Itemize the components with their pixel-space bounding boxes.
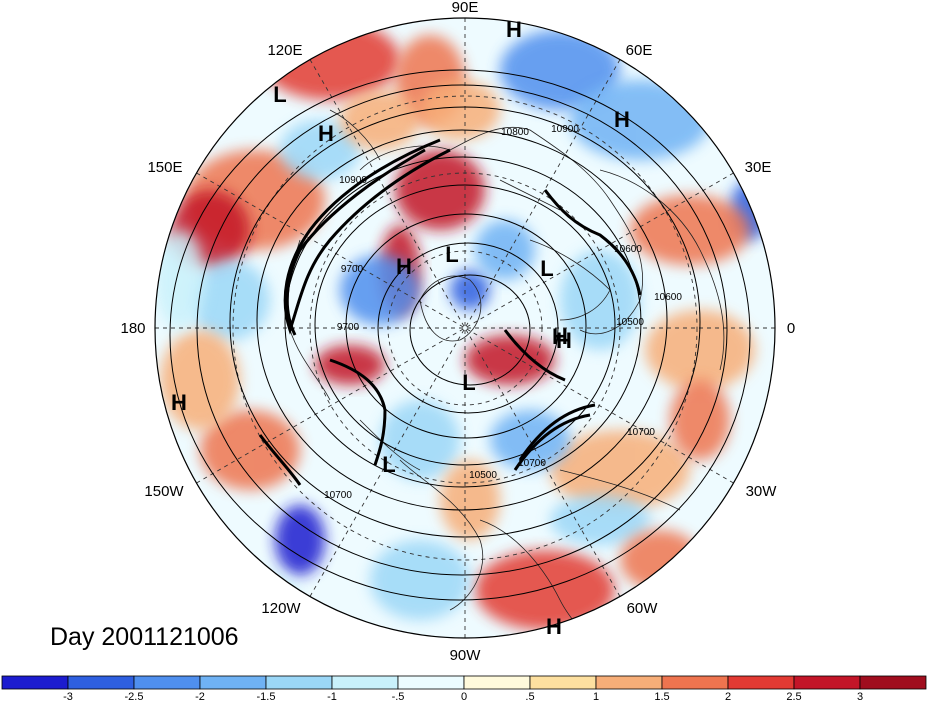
colorbar-tick-label: 2.5 [786, 691, 801, 702]
colorbar-swatch [265, 675, 333, 690]
map-title: Day 2001121006 [50, 623, 239, 651]
low-center: L [462, 370, 475, 395]
colorbar-swatch [859, 675, 927, 690]
anomaly-blob [275, 505, 325, 575]
colorbar-tick-label: 1 [593, 691, 599, 702]
high-center: H [556, 328, 572, 353]
pressure-centers: H L H H H L H L H L L H H [171, 17, 630, 639]
anomaly-blob [475, 550, 615, 630]
anomaly-blob [670, 380, 730, 460]
contour-label: 10700 [627, 427, 655, 438]
colorbar-tick-label: 1.5 [654, 691, 669, 702]
colorbar-tick-label: -.5 [392, 691, 405, 702]
colorbar-swatch [661, 675, 729, 690]
contour-label: 10900 [551, 124, 579, 135]
colorbar-swatch [727, 675, 795, 690]
anomaly-blob [440, 460, 500, 540]
colorbar-tick-label: -3 [63, 691, 73, 702]
colorbar: -3 -2.5 -2 -1.5 -1 -.5 0 .5 1 1.5 2 2.5 3 [1, 675, 927, 702]
longitude-labels: 90E 120E 60E 150E 30E 180 0 150W 30W 120… [120, 0, 795, 664]
height-contours [169, 69, 751, 601]
lon-label-120w: 120W [261, 600, 301, 617]
colorbar-swatch [331, 675, 399, 690]
contour-label: 10600 [614, 244, 642, 255]
high-center: H [552, 324, 568, 349]
lon-label-150e: 150E [147, 159, 182, 176]
colorbar-tick-label: -1.5 [257, 691, 276, 702]
contour-label: 10600 [654, 292, 682, 303]
colorbar-swatch [595, 675, 663, 690]
lon-label-30w: 30W [746, 483, 778, 500]
colorbar-tick-label: 2 [725, 691, 731, 702]
contour-label: 10700 [324, 490, 352, 501]
lon-label-60e: 60E [626, 42, 653, 59]
high-center: H [318, 121, 334, 146]
colorbar-swatch [67, 675, 135, 690]
colorbar-swatch [463, 675, 531, 690]
colorbar-swatch [1, 675, 69, 690]
low-center: L [540, 256, 553, 281]
high-center: H [546, 614, 562, 639]
anomaly-blob [465, 335, 555, 385]
jet-contours [258, 138, 642, 486]
anomaly-blob [620, 530, 700, 590]
lon-label-120e: 120E [267, 42, 302, 59]
anomaly-blob [280, 120, 360, 180]
contour-label: 10700 [518, 458, 546, 469]
low-center: L [273, 82, 286, 107]
anomaly-blob [340, 90, 420, 150]
anomaly-blob [155, 230, 205, 330]
anomaly-blob [370, 540, 470, 620]
anomaly-blob [190, 260, 270, 340]
contour-label: 10900 [339, 175, 367, 186]
contour-label: 10500 [469, 470, 497, 481]
high-center: H [614, 107, 630, 132]
high-center: H [506, 17, 522, 42]
map-boundary [154, 17, 776, 639]
contour-label: 10500 [616, 317, 644, 328]
contour-label: 10800 [501, 127, 529, 138]
high-center: H [396, 254, 412, 279]
anomaly-blob [200, 410, 300, 490]
colorbar-swatch [199, 675, 267, 690]
lon-label-180: 180 [120, 320, 145, 337]
anomaly-blob [550, 430, 690, 510]
anomaly-field [155, 18, 775, 638]
anomaly-blob [420, 80, 500, 140]
anomaly-blob [315, 345, 385, 385]
lon-label-30e: 30E [745, 159, 772, 176]
lon-label-90w: 90W [450, 647, 482, 664]
anomaly-blob [500, 30, 620, 110]
lon-label-90e: 90E [452, 0, 479, 16]
anomaly-blob [630, 195, 750, 265]
colorbar-tick-label: -2.5 [125, 691, 144, 702]
lat-lon-grid [155, 18, 775, 638]
colorbar-tick-label: -1 [327, 691, 337, 702]
anomaly-blob [395, 150, 485, 230]
anomaly-blob [160, 330, 240, 430]
lon-label-0: 0 [787, 320, 795, 337]
colorbar-tick-label: -2 [195, 691, 205, 702]
colorbar-tick-label: 3 [857, 691, 863, 702]
colorbar-swatch [133, 675, 201, 690]
low-center: L [382, 452, 395, 477]
contour-labels: 10800 10900 10900 9700 9700 10600 10600 … [324, 124, 682, 501]
high-center: H [171, 390, 187, 415]
colorbar-swatch [397, 675, 465, 690]
contour-label: 9700 [341, 264, 364, 275]
colorbar-swatch [793, 675, 861, 690]
low-center: L [445, 242, 458, 267]
lon-label-60w: 60W [627, 600, 659, 617]
anomaly-blob [450, 270, 490, 310]
colorbar-tick-label: 0 [461, 691, 467, 702]
colorbar-tick-label: .5 [525, 691, 534, 702]
lon-label-150w: 150W [144, 483, 184, 500]
contour-label: 9700 [337, 322, 360, 333]
colorbar-swatch [529, 675, 597, 690]
